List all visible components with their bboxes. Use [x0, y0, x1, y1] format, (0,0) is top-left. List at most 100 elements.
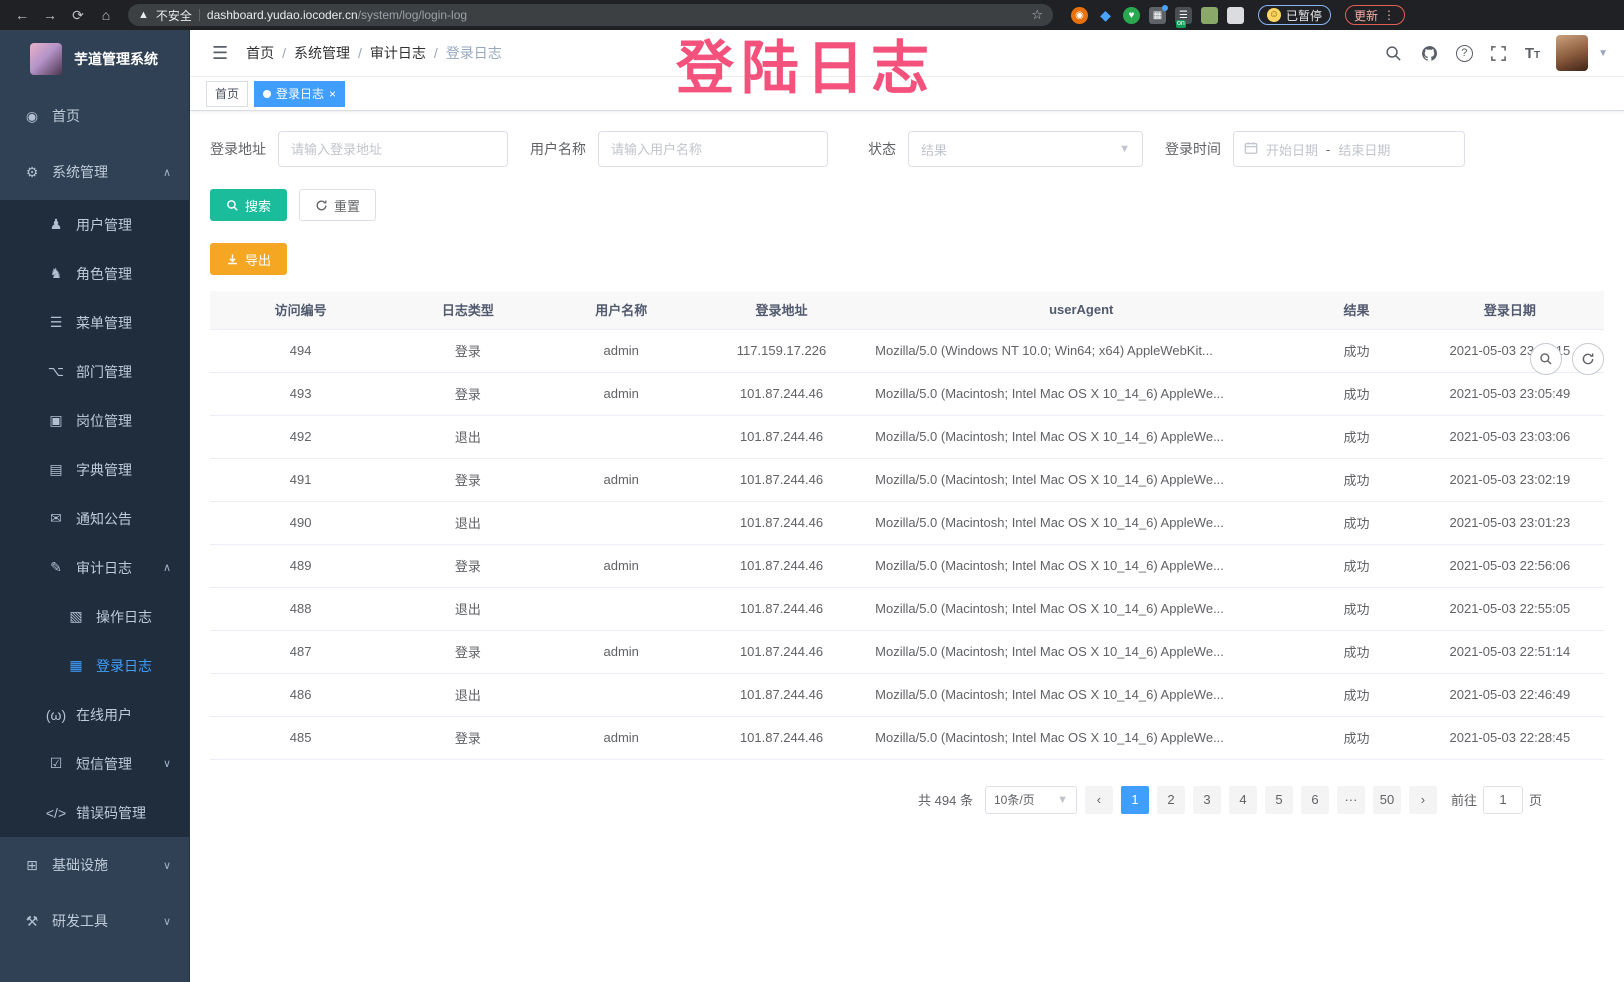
goto-page-input[interactable] [1482, 785, 1523, 814]
list-on-extension-icon[interactable]: ☰ on [1175, 6, 1192, 28]
table-row[interactable]: 487 登录 admin 101.87.244.46 Mozilla/5.0 (Maci… [210, 630, 1604, 674]
github-icon[interactable] [1420, 43, 1440, 63]
cell-结果: 成功 [1297, 372, 1416, 416]
sidebar-item-审计日志[interactable]: ✎ 审计日志 ∧ [0, 543, 189, 592]
table-row[interactable]: 490 退出 101.87.244.46 Mozilla/5.0 (Macintosh… [210, 501, 1604, 545]
chevron-down-icon: ∨ [162, 915, 171, 928]
chevron-down-icon: ▼ [1057, 793, 1068, 806]
sidebar-item-用户管理[interactable]: ♟ 用户管理 [0, 200, 189, 249]
browser-forward-icon[interactable]: → [43, 7, 57, 23]
goto-label: 前往 [1450, 793, 1477, 808]
breadcrumb-separator: / [433, 45, 438, 61]
notification-dot [1162, 4, 1168, 11]
sidebar-item-字典管理[interactable]: ▤ 字典管理 [0, 445, 189, 494]
sidebar-item-操作日志[interactable]: ▧ 操作日志 [0, 592, 189, 641]
sidebar-item-登录日志[interactable]: ▦ 登录日志 [0, 641, 189, 690]
sidebar-item-菜单管理[interactable]: ☰ 菜单管理 [0, 298, 189, 347]
browser-back-icon[interactable]: ← [15, 7, 29, 23]
tab-首页[interactable]: 首页 [206, 80, 249, 107]
browser-home-icon[interactable]: ⌂ [101, 7, 111, 23]
orange-extension-icon[interactable]: ◉ [1071, 6, 1088, 24]
chevron-down-icon: ∨ [162, 859, 171, 872]
cell-登录日期: 2021-05-03 22:51:14 [1415, 630, 1604, 674]
more-pages-button[interactable]: ··· [1336, 785, 1365, 814]
green-pin-extension-icon[interactable] [1201, 6, 1218, 24]
username-input[interactable] [598, 131, 828, 167]
page-button-4[interactable]: 4 [1228, 785, 1257, 814]
prev-page-button[interactable]: ‹ [1084, 785, 1113, 814]
cell-登录日期: 2021-05-03 23:02:19 [1415, 458, 1604, 502]
sidebar-item-首页[interactable]: ◉ 首页 [0, 88, 189, 144]
breadcrumb-item-首页[interactable]: 首页 [246, 45, 275, 61]
user-menu-caret-icon[interactable]: ▼ [1598, 47, 1608, 59]
sidebar-toggle-icon[interactable]: ☰ [212, 42, 229, 63]
login-time-range-picker[interactable]: 开始日期 - 结束日期 [1233, 131, 1465, 167]
sidebar-item-研发工具[interactable]: ⚒ 研发工具 ∨ [0, 893, 189, 949]
grid-extension-icon[interactable]: ▦ [1149, 4, 1168, 24]
sidebar-item-在线用户[interactable]: (ω) 在线用户 [0, 690, 189, 739]
breadcrumb-item-审计日志[interactable]: 审计日志 [369, 45, 426, 61]
browser-reload-icon[interactable]: ⟳ [72, 7, 84, 23]
table-row[interactable]: 488 退出 101.87.244.46 Mozilla/5.0 (Macintosh… [210, 587, 1604, 631]
breadcrumb-item-系统管理[interactable]: 系统管理 [294, 45, 351, 61]
page-url[interactable]: dashboard.yudao.iocoder.cn/system/log/lo… [206, 8, 468, 22]
browser-menu-icon[interactable]: ⋮ [1383, 8, 1397, 22]
sidebar-item-通知公告[interactable]: ✉ 通知公告 [0, 494, 189, 543]
green-heart-extension-icon[interactable]: ♥ [1123, 6, 1140, 24]
browser-update-button[interactable]: 更新 ⋮ [1345, 5, 1406, 25]
emoji-extension-icon: ☺ [1267, 8, 1281, 22]
address-bar[interactable]: ▲ 不安全 dashboard.yudao.iocoder.cn/system/… [128, 4, 1053, 26]
close-tab-icon[interactable]: × [329, 86, 337, 101]
search-icon[interactable] [1384, 43, 1404, 63]
sidebar-item-短信管理[interactable]: ☑ 短信管理 ∨ [0, 739, 189, 788]
search-button[interactable]: 搜索 [210, 189, 288, 221]
paused-extension-button[interactable]: ☺ 已暂停 [1258, 5, 1332, 25]
refresh-table-button[interactable] [1572, 343, 1604, 375]
sidebar-item-label: 通知公告 [76, 510, 132, 527]
sidebar-item-角色管理[interactable]: ♞ 角色管理 [0, 249, 189, 298]
sidebar-item-基础设施[interactable]: ⊞ 基础设施 ∨ [0, 837, 189, 893]
table-row[interactable]: 493 登录 admin 101.87.244.46 Mozilla/5.0 (Maci… [210, 372, 1604, 416]
table-row[interactable]: 491 登录 admin 101.87.244.46 Mozilla/5.0 (Maci… [210, 458, 1604, 502]
page-button-6[interactable]: 6 [1300, 785, 1329, 814]
page-button-50[interactable]: 50 [1372, 785, 1401, 814]
fullscreen-icon[interactable] [1489, 43, 1509, 63]
page-button-2[interactable]: 2 [1156, 785, 1185, 814]
column-header-日志类型: 日志类型 [391, 291, 545, 330]
table-row[interactable]: 492 退出 101.87.244.46 Mozilla/5.0 (Macintosh… [210, 415, 1604, 459]
table-row[interactable]: 486 退出 101.87.244.46 Mozilla/5.0 (Macintosh… [210, 673, 1604, 717]
security-label[interactable]: 不安全 [155, 8, 192, 23]
export-button[interactable]: 导出 [210, 243, 288, 275]
font-size-icon[interactable]: TT [1524, 44, 1541, 62]
page-size-select[interactable]: 10条/页 ▼ [984, 785, 1077, 814]
cell-登录日期: 2021-05-03 22:55:05 [1415, 587, 1604, 631]
reset-button[interactable]: 重置 [299, 189, 377, 221]
page-button-5[interactable]: 5 [1264, 785, 1293, 814]
table-row[interactable]: 485 登录 admin 101.87.244.46 Mozilla/5.0 (Maci… [210, 716, 1604, 760]
sidebar-item-错误码管理[interactable]: </> 错误码管理 [0, 788, 189, 837]
cell-日志类型: 退出 [391, 587, 545, 631]
help-icon[interactable]: ? [1455, 44, 1473, 62]
tab-登录日志[interactable]: 登录日志 × [254, 80, 346, 107]
next-page-button[interactable]: › [1408, 785, 1437, 814]
show-search-toggle-button[interactable] [1530, 343, 1562, 375]
page-button-1[interactable]: 1 [1120, 785, 1149, 814]
blue-diamond-extension-icon[interactable]: ◆ [1100, 6, 1111, 23]
chevron-down-icon: ▼ [1119, 143, 1130, 155]
sidebar-item-系统管理[interactable]: ⚙ 系统管理 ∧ [0, 144, 189, 200]
table-row[interactable]: 494 登录 admin 117.159.17.226 Mozilla/5.0 (Win… [210, 329, 1604, 373]
status-select[interactable]: 结果 ▼ [908, 131, 1143, 167]
sidebar-item-label: 短信管理 [76, 755, 132, 772]
sidebar-item-label: 岗位管理 [76, 412, 132, 429]
sidebar-item-岗位管理[interactable]: ▣ 岗位管理 [0, 396, 189, 445]
cell-userAgent: Mozilla/5.0 (Macintosh; Intel Mac OS X 1… [865, 372, 1298, 416]
sidebar-item-部门管理[interactable]: ⌥ 部门管理 [0, 347, 189, 396]
user-avatar[interactable] [1556, 35, 1589, 71]
app-logo-row[interactable]: 芋道管理系统 [0, 30, 189, 88]
sidebar-item-label: 系统管理 [52, 164, 108, 180]
table-row[interactable]: 489 登录 admin 101.87.244.46 Mozilla/5.0 (Maci… [210, 544, 1604, 588]
bookmark-star-icon[interactable]: ☆ [1031, 7, 1043, 22]
page-button-3[interactable]: 3 [1192, 785, 1221, 814]
puzzle-extension-icon[interactable]: ▙ [1227, 6, 1244, 24]
login-address-input[interactable] [278, 131, 508, 167]
